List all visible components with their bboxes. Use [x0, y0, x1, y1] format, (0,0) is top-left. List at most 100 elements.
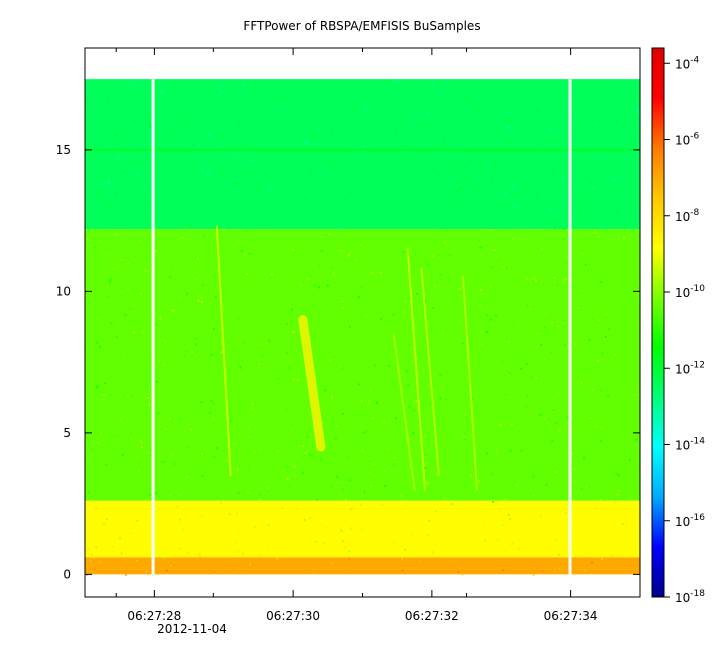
noise-speckle: [183, 354, 186, 357]
noise-speckle: [110, 434, 113, 437]
noise-speckle: [240, 486, 243, 489]
noise-speckle: [407, 384, 410, 387]
noise-speckle: [464, 413, 467, 416]
noise-speckle: [505, 266, 508, 269]
noise-speckle: [514, 178, 517, 181]
noise-speckle: [386, 422, 389, 425]
noise-speckle: [342, 540, 345, 543]
noise-speckle: [225, 459, 228, 462]
noise-speckle: [441, 333, 444, 336]
noise-speckle: [105, 94, 108, 97]
noise-speckle: [431, 383, 434, 386]
noise-speckle: [350, 507, 353, 510]
noise-speckle: [123, 170, 126, 173]
noise-speckle: [372, 417, 374, 420]
noise-speckle: [104, 382, 107, 385]
noise-speckle: [282, 469, 285, 472]
noise-speckle: [237, 491, 240, 494]
noise-speckle: [469, 474, 472, 477]
noise-speckle: [306, 435, 309, 438]
noise-speckle: [260, 237, 263, 240]
noise-speckle: [590, 181, 593, 184]
noise-speckle: [412, 409, 415, 412]
noise-speckle: [187, 446, 190, 449]
noise-speckle: [633, 394, 636, 397]
noise-speckle: [202, 257, 205, 259]
noise-speckle: [637, 112, 640, 115]
noise-speckle: [254, 526, 257, 529]
noise-speckle: [360, 479, 363, 482]
noise-speckle: [445, 398, 448, 401]
noise-speckle: [265, 342, 268, 344]
noise-speckle: [164, 427, 167, 430]
noise-speckle: [318, 264, 321, 267]
noise-speckle: [495, 314, 498, 317]
noise-speckle: [442, 137, 445, 140]
noise-speckle: [412, 403, 415, 406]
noise-speckle: [286, 191, 289, 194]
noise-speckle: [425, 131, 428, 134]
noise-speckle: [250, 160, 253, 163]
noise-speckle: [348, 550, 351, 552]
noise-speckle: [338, 228, 341, 231]
noise-speckle: [332, 421, 335, 424]
noise-speckle: [157, 204, 160, 206]
noise-speckle: [332, 524, 334, 527]
noise-speckle: [424, 80, 427, 82]
noise-speckle: [290, 429, 293, 432]
noise-speckle: [414, 254, 417, 257]
noise-speckle: [516, 193, 519, 196]
noise-speckle: [404, 311, 407, 314]
noise-speckle: [256, 400, 259, 403]
noise-speckle: [359, 526, 362, 529]
noise-speckle: [608, 328, 611, 331]
noise-speckle: [319, 108, 322, 111]
noise-speckle: [334, 235, 337, 238]
noise-speckle: [559, 429, 562, 432]
noise-speckle: [464, 166, 467, 169]
noise-speckle: [525, 406, 528, 409]
noise-speckle: [370, 485, 373, 488]
noise-speckle: [215, 139, 218, 142]
noise-speckle: [472, 87, 475, 90]
noise-speckle: [412, 277, 415, 280]
noise-speckle: [133, 331, 136, 334]
noise-speckle: [330, 130, 333, 133]
noise-speckle: [393, 463, 396, 466]
noise-speckle: [250, 407, 253, 410]
noise-speckle: [546, 328, 549, 331]
noise-speckle: [195, 343, 198, 346]
noise-speckle: [260, 270, 263, 273]
noise-speckle: [599, 281, 602, 284]
noise-speckle: [391, 218, 394, 221]
noise-speckle: [433, 521, 436, 524]
noise-speckle: [598, 319, 600, 322]
noise-speckle: [585, 552, 588, 555]
noise-speckle: [170, 97, 173, 100]
noise-speckle: [355, 222, 358, 225]
noise-speckle: [200, 514, 203, 517]
noise-speckle: [463, 485, 466, 488]
noise-speckle: [621, 122, 624, 125]
noise-speckle: [523, 80, 526, 83]
noise-speckle: [373, 463, 376, 466]
noise-speckle: [108, 281, 111, 284]
noise-speckle: [295, 498, 298, 501]
noise-speckle: [113, 282, 115, 284]
noise-speckle: [207, 120, 210, 122]
noise-speckle: [165, 569, 168, 572]
noise-speckle: [557, 553, 560, 556]
noise-speckle: [618, 217, 621, 220]
x-tick-label: 06:27:32: [405, 609, 459, 623]
noise-speckle: [456, 181, 459, 184]
noise-speckle: [526, 277, 529, 280]
frequency-band: [85, 79, 640, 230]
noise-speckle: [507, 340, 510, 343]
noise-speckle: [222, 90, 225, 93]
noise-speckle: [266, 486, 269, 489]
noise-speckle: [302, 445, 304, 448]
noise-speckle: [586, 258, 588, 261]
noise-speckle: [197, 553, 200, 556]
chorus-element: [215, 225, 232, 477]
noise-speckle: [546, 519, 549, 522]
